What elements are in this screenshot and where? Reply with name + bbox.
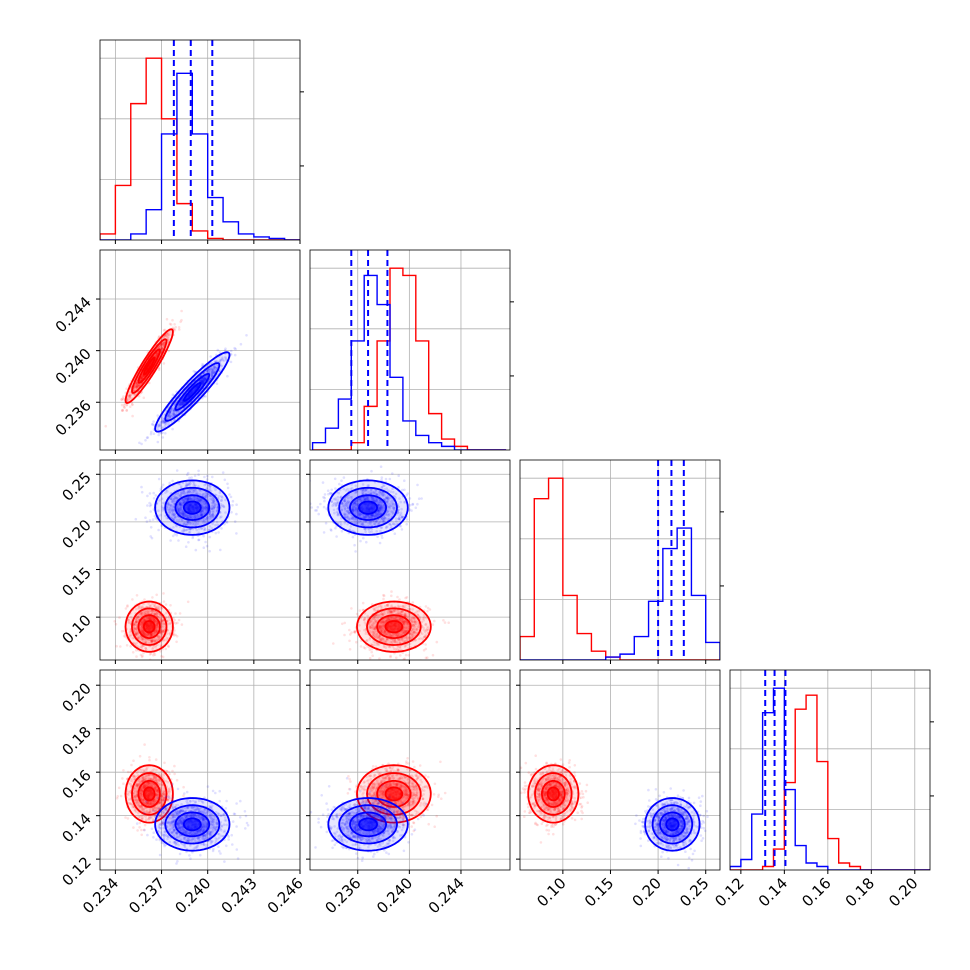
y-tick-label: 0.20 <box>58 679 94 715</box>
scatter-p0-p1: 0.236 0.240 0.244 <box>52 249 301 454</box>
x-ticks <box>357 660 462 664</box>
x-tick-label: 0.16 <box>798 874 834 910</box>
grid <box>730 670 930 870</box>
x-ticks <box>114 450 301 454</box>
density-contours-blue <box>327 797 409 852</box>
x-tick-label: 0.25 <box>676 874 712 910</box>
histogram-p2 <box>519 459 724 664</box>
density-contours-blue <box>644 797 701 852</box>
histogram-step-blue <box>311 274 507 450</box>
density-contours-blue <box>154 479 231 536</box>
y-ticks <box>516 684 520 860</box>
x-tick-label: 0.12 <box>711 874 747 910</box>
axes-frame <box>309 459 511 661</box>
y-tick-label: 0.15 <box>58 564 94 600</box>
x-tick-label: 0.236 <box>321 874 364 917</box>
density-contours-blue <box>154 797 231 852</box>
grid <box>310 250 510 450</box>
x-ticks <box>114 240 301 244</box>
x-tick-label: 0.20 <box>885 874 921 910</box>
y-tick-label: 0.244 <box>52 293 95 336</box>
x-ticks <box>562 660 707 664</box>
grid <box>100 250 301 450</box>
y-tick-label: 0.14 <box>58 810 94 846</box>
x-tick-label: 0.240 <box>373 874 416 917</box>
axes-frame <box>519 669 721 871</box>
x-tick-label: 0.15 <box>581 874 617 910</box>
x-ticks: 0.234 0.237 0.240 0.243 0.246 <box>79 870 307 917</box>
grid <box>100 460 301 660</box>
x-tick-label: 0.20 <box>629 874 665 910</box>
y-tick-label: 0.236 <box>52 396 95 439</box>
axes-frame <box>99 669 301 871</box>
density-contours-red <box>124 764 174 824</box>
x-ticks: 0.236 0.240 0.244 <box>321 870 468 917</box>
grid <box>520 460 720 660</box>
scatter-p2-p3: 0.10 0.15 0.20 0.25 <box>516 669 721 910</box>
histogram-step-red <box>520 477 720 660</box>
histogram-p0 <box>99 39 304 244</box>
x-tick-label: 0.10 <box>533 874 569 910</box>
histogram-step-blue <box>730 687 930 870</box>
axes-frame <box>309 669 511 871</box>
density-contours-red <box>356 764 432 824</box>
x-ticks: 0.12 0.14 0.16 0.18 0.20 <box>711 870 922 910</box>
x-tick-label: 0.237 <box>125 874 168 917</box>
y-ticks: 0.12 0.14 0.16 0.18 0.20 <box>58 679 100 890</box>
histogram-step-red <box>312 267 507 450</box>
axes-frame <box>99 459 301 661</box>
density-contours-blue <box>327 479 409 536</box>
axes-frame <box>519 459 721 661</box>
y-tick-label: 0.18 <box>58 723 94 759</box>
y-ticks <box>306 684 310 860</box>
axes-frame <box>99 39 301 241</box>
y-tick-label: 0.12 <box>58 853 94 889</box>
histogram-step-blue <box>520 527 720 660</box>
density-contours-red <box>356 600 432 653</box>
histogram-p1 <box>309 249 514 454</box>
axes-frame <box>99 249 301 451</box>
x-tick-label: 0.244 <box>425 874 468 917</box>
axes-frame <box>309 249 511 451</box>
axes-frame <box>729 669 931 871</box>
x-tick-label: 0.18 <box>842 874 878 910</box>
x-tick-label: 0.234 <box>79 874 122 917</box>
histogram-step-red <box>100 57 300 240</box>
y-ticks: 0.10 0.15 0.20 0.25 <box>58 468 100 648</box>
grid <box>310 670 510 870</box>
x-tick-label: 0.240 <box>171 874 214 917</box>
y-tick-label: 0.25 <box>58 468 94 504</box>
x-tick-label: 0.14 <box>755 874 791 910</box>
y-ticks <box>306 473 310 618</box>
x-tick-label: 0.243 <box>218 874 261 917</box>
histogram-step-blue <box>100 72 300 240</box>
scatter-p0-p2: 0.10 0.15 0.20 0.25 <box>58 459 301 664</box>
scatter-p1-p2 <box>306 459 511 664</box>
density-contours-red <box>527 764 580 824</box>
y-tick-label: 0.16 <box>58 766 94 802</box>
y-ticks: 0.236 0.240 0.244 <box>52 293 100 439</box>
y-tick-label: 0.20 <box>58 516 94 552</box>
y-tick-label: 0.240 <box>52 345 95 388</box>
histogram-p3: 0.12 0.14 0.16 0.18 0.20 <box>711 669 934 910</box>
y-tick-label: 0.10 <box>58 611 94 647</box>
density-contours-blue <box>154 351 231 433</box>
histogram-step-red <box>730 694 930 870</box>
density-contours-red <box>124 600 174 653</box>
x-tick-label: 0.246 <box>264 874 307 917</box>
x-ticks: 0.10 0.15 0.20 0.25 <box>533 870 713 910</box>
density-contours-red <box>124 328 174 404</box>
scatter-p1-p3: 0.236 0.240 0.244 <box>306 669 511 917</box>
x-ticks <box>357 450 462 454</box>
x-ticks <box>114 660 301 664</box>
grid <box>100 40 301 240</box>
scatter-p0-p3: 0.234 0.237 0.240 0.243 0.2460.120.140.160.1… <box>58 669 307 917</box>
